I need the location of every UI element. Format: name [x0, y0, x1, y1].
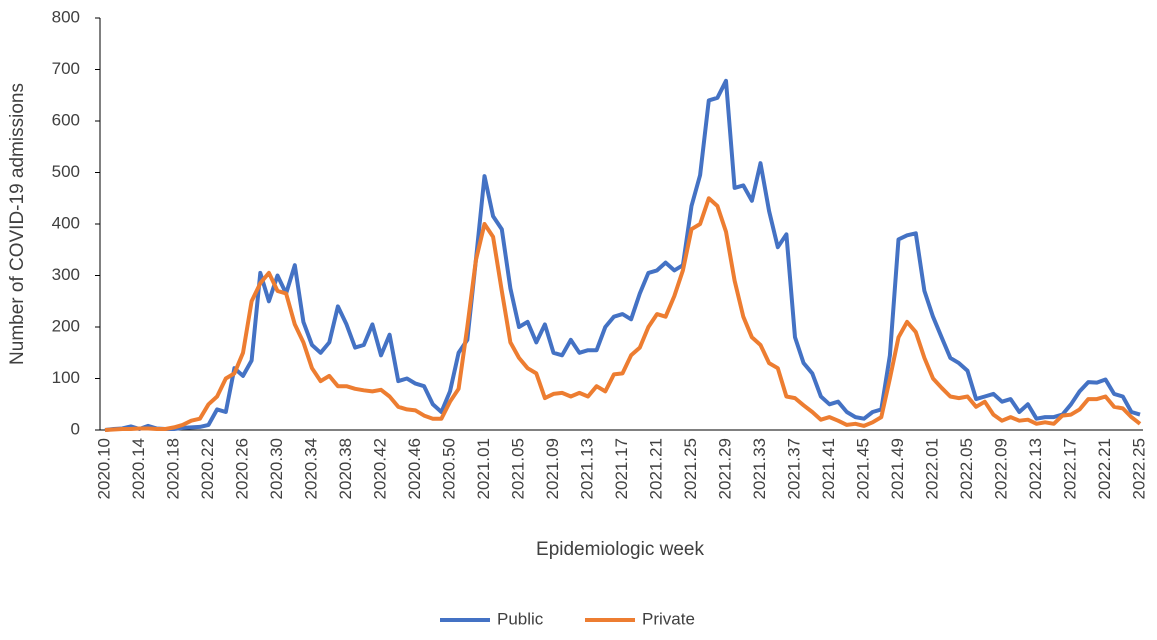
x-tick-label: 2020.46 — [405, 438, 424, 499]
legend-label: Public — [497, 609, 544, 628]
x-tick-label: 2022.09 — [991, 438, 1010, 499]
x-tick-label: 2020.30 — [267, 438, 286, 499]
y-axis-title: Number of COVID-19 admissions — [7, 83, 28, 365]
y-tick-label: 0 — [71, 419, 80, 438]
x-tick-label: 2022.21 — [1095, 438, 1114, 499]
y-tick-label: 800 — [52, 7, 80, 26]
x-tick-label: 2020.18 — [163, 438, 182, 499]
x-tick-label: 2021.41 — [819, 438, 838, 499]
y-tick-label: 400 — [52, 213, 80, 232]
x-tick-label: 2021.49 — [888, 438, 907, 499]
x-tick-label: 2021.45 — [853, 438, 872, 499]
x-tick-label: 2022.25 — [1129, 438, 1148, 499]
x-tick-label: 2020.42 — [370, 438, 389, 499]
x-tick-label: 2022.17 — [1060, 438, 1079, 499]
x-tick-label: 2020.26 — [232, 438, 251, 499]
y-tick-label: 600 — [52, 110, 80, 129]
x-tick-label: 2022.05 — [957, 438, 976, 499]
x-tick-label: 2021.05 — [508, 438, 527, 499]
x-tick-label: 2021.33 — [750, 438, 769, 499]
x-tick-label: 2020.38 — [336, 438, 355, 499]
x-tick-label: 2021.01 — [474, 438, 493, 499]
y-tick-label: 500 — [52, 162, 80, 181]
x-tick-label: 2022.13 — [1026, 438, 1045, 499]
y-tick-label: 100 — [52, 368, 80, 387]
y-tick-label: 700 — [52, 59, 80, 78]
x-axis-title: Epidemiologic week — [536, 539, 704, 560]
line-series — [104, 78, 1141, 432]
x-tick-label: 2020.14 — [129, 438, 148, 499]
x-tick-label: 2021.09 — [543, 438, 562, 499]
x-tick-label: 2022.01 — [922, 438, 941, 499]
x-tick-label: 2021.21 — [646, 438, 665, 499]
x-tick-label: 2021.29 — [715, 438, 734, 499]
legend-label: Private — [642, 609, 695, 628]
x-tick-label: 2020.50 — [439, 438, 458, 499]
y-tick-label: 300 — [52, 265, 80, 284]
x-tick-label: 2020.10 — [94, 438, 113, 499]
x-tick-label: 2020.34 — [301, 438, 320, 499]
x-tick-label: 2021.25 — [681, 438, 700, 499]
y-tick-label: 200 — [52, 316, 80, 335]
x-tick-label: 2020.22 — [198, 438, 217, 499]
line-series — [104, 196, 1142, 432]
x-tick-label: 2021.13 — [577, 438, 596, 499]
x-tick-label: 2021.17 — [612, 438, 631, 499]
x-tick-label: 2021.37 — [784, 438, 803, 499]
